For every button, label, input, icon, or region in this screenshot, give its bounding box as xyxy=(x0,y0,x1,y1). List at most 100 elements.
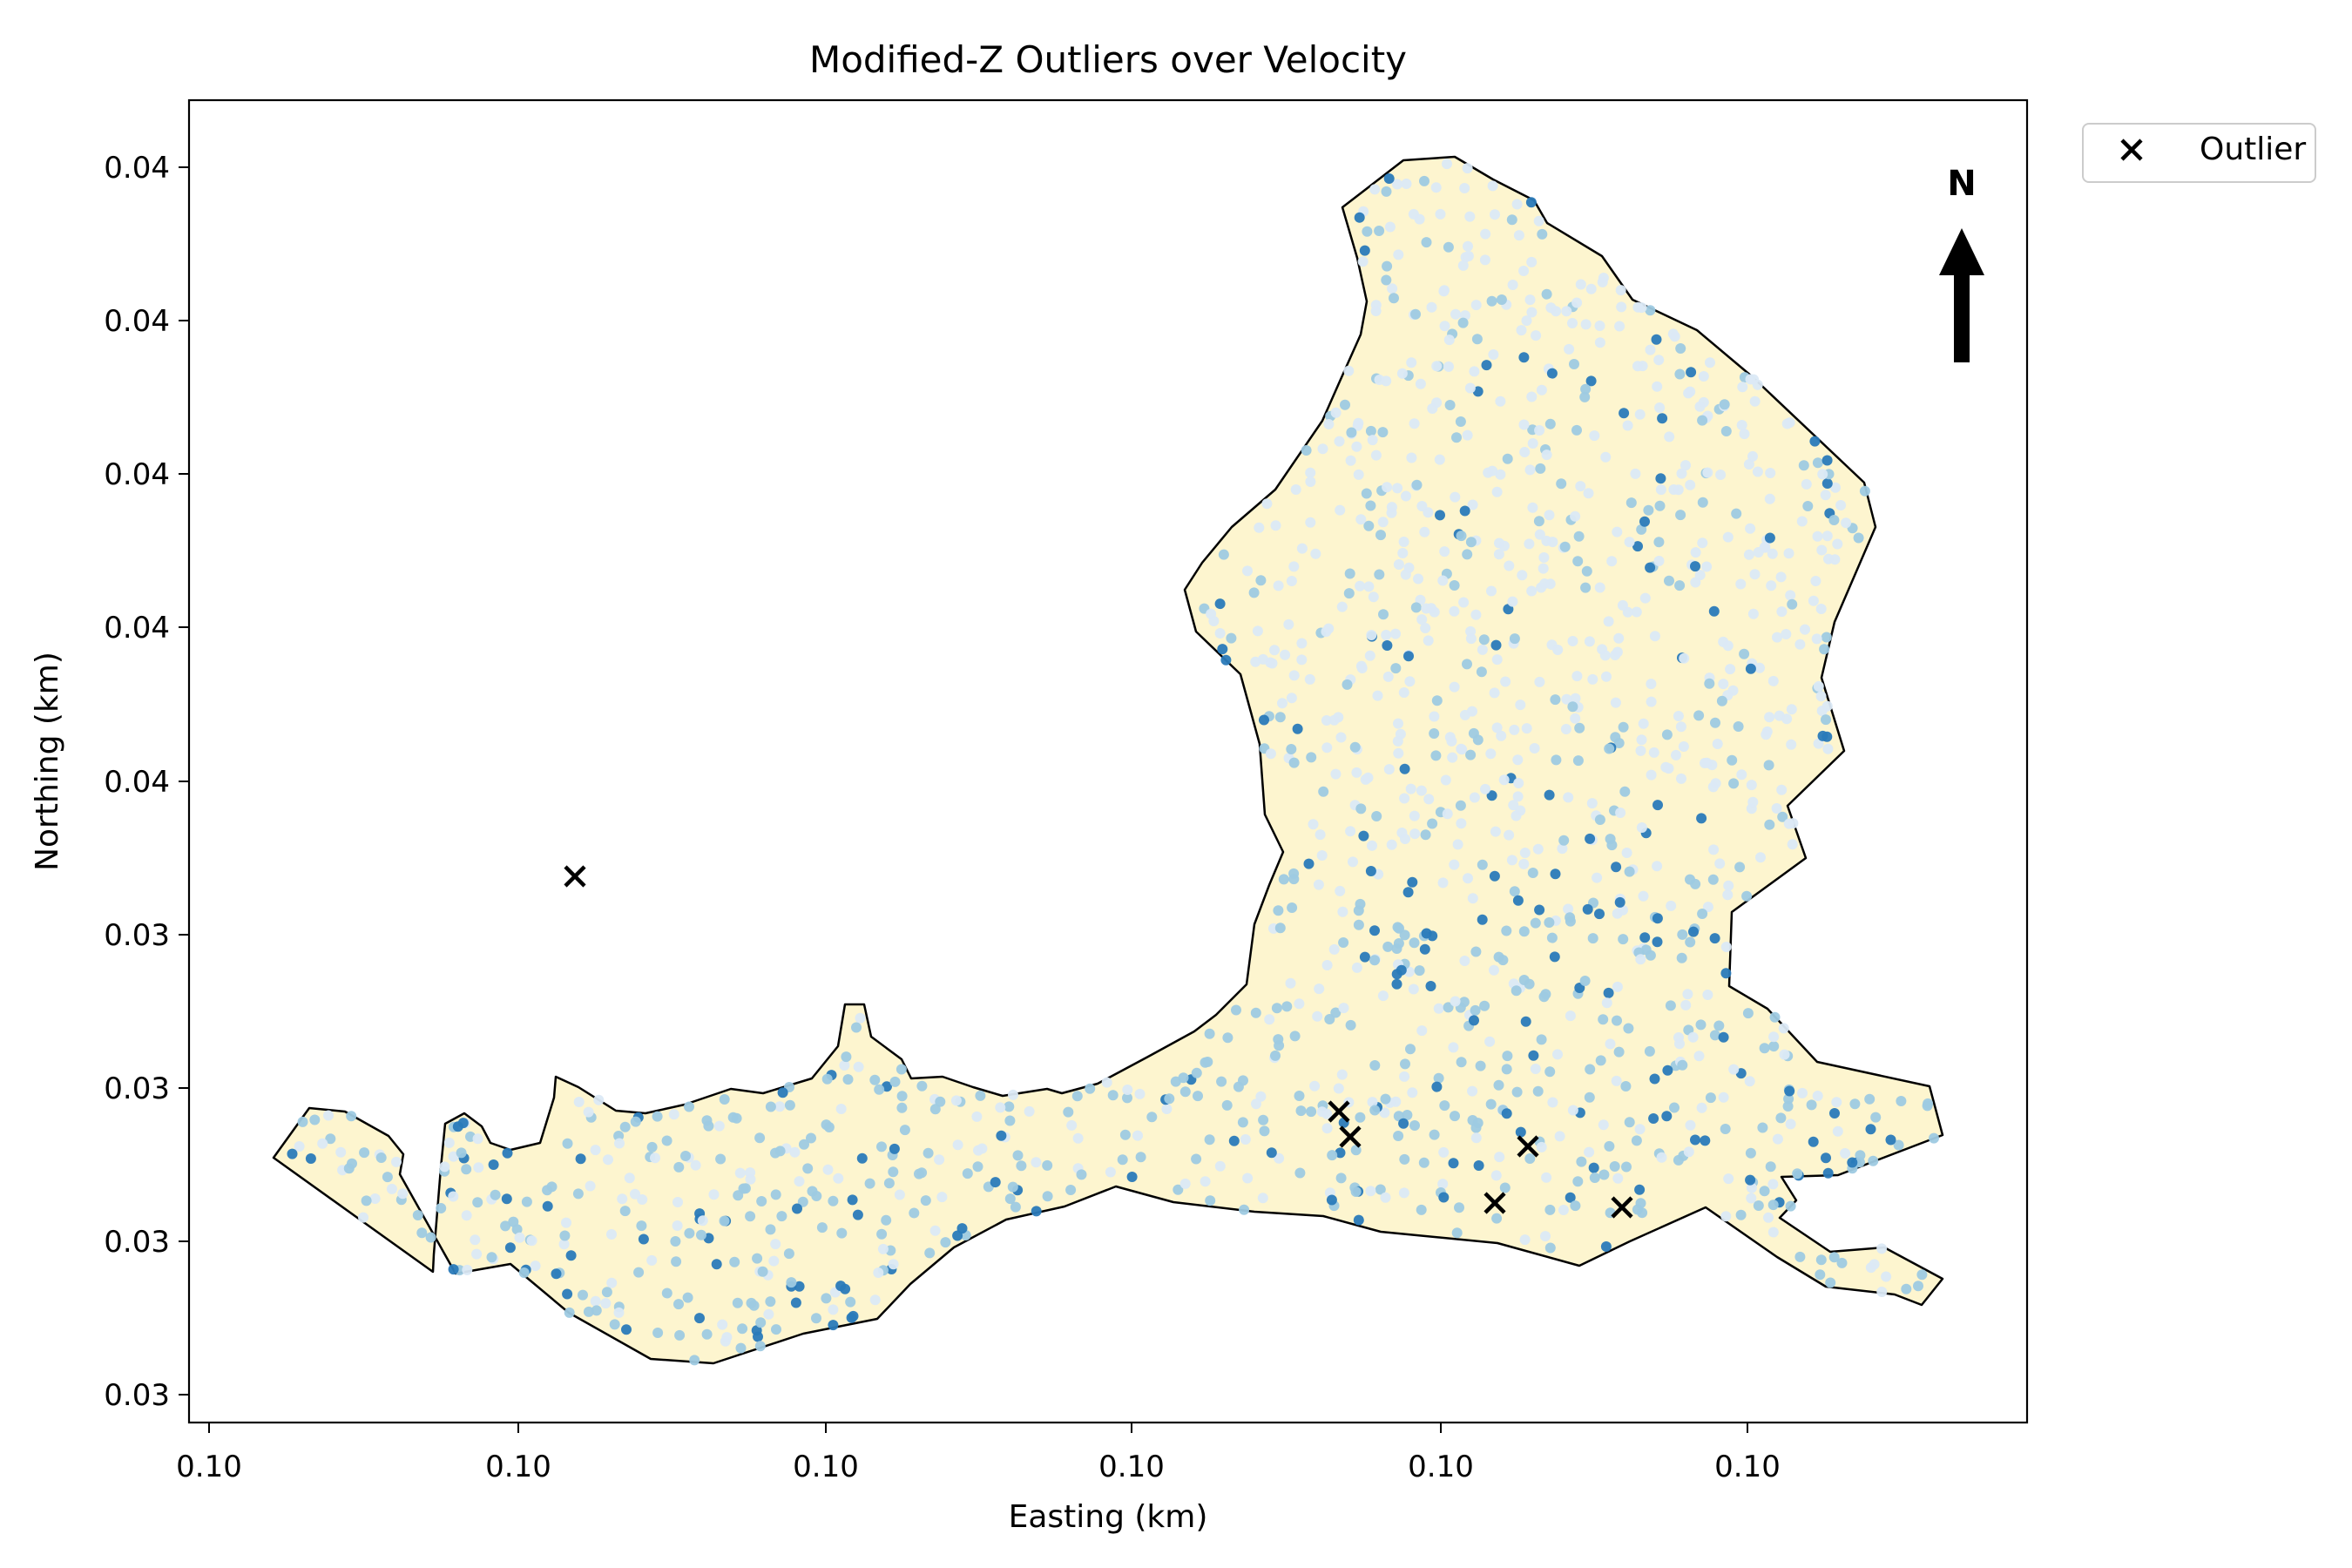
velocity-point xyxy=(1676,952,1687,963)
x-tick-label: 0.10 xyxy=(485,1450,551,1484)
velocity-point xyxy=(359,1147,370,1159)
velocity-point xyxy=(1733,721,1744,732)
velocity-point xyxy=(1454,1202,1464,1213)
velocity-point xyxy=(733,1190,744,1201)
x-tick-label: 0.10 xyxy=(176,1450,242,1484)
velocity-point xyxy=(680,1151,691,1161)
velocity-point xyxy=(673,1299,684,1310)
velocity-point xyxy=(1318,786,1329,797)
velocity-point xyxy=(1613,738,1625,748)
velocity-point xyxy=(1381,274,1392,286)
velocity-point xyxy=(794,1176,805,1187)
velocity-point xyxy=(1701,757,1713,768)
velocity-point xyxy=(774,1101,786,1112)
velocity-point xyxy=(1527,438,1538,449)
velocity-point xyxy=(1865,1124,1876,1135)
velocity-point xyxy=(1624,537,1635,548)
velocity-point xyxy=(1381,630,1392,640)
velocity-point xyxy=(1705,1092,1716,1104)
velocity-point xyxy=(1690,561,1700,572)
velocity-point xyxy=(1377,990,1389,1002)
velocity-point xyxy=(1443,361,1454,372)
velocity-point xyxy=(1403,651,1414,662)
velocity-point xyxy=(1330,407,1342,418)
velocity-point xyxy=(719,1215,730,1227)
velocity-point xyxy=(1775,571,1787,583)
velocity-point xyxy=(916,1080,928,1092)
velocity-point xyxy=(1588,1162,1599,1173)
velocity-point xyxy=(1585,283,1597,294)
velocity-point xyxy=(1415,378,1426,389)
velocity-point xyxy=(1250,1007,1261,1018)
velocity-point xyxy=(757,1266,768,1277)
velocity-point xyxy=(1755,852,1766,863)
velocity-point xyxy=(619,1206,631,1217)
velocity-point xyxy=(1382,260,1393,272)
velocity-point xyxy=(1550,694,1561,706)
velocity-point xyxy=(1305,476,1316,487)
velocity-point xyxy=(1335,1147,1346,1159)
velocity-point xyxy=(1470,1122,1482,1133)
velocity-point xyxy=(1575,279,1586,290)
velocity-point xyxy=(470,1234,481,1246)
velocity-point xyxy=(1686,367,1697,378)
velocity-point xyxy=(1191,1067,1202,1078)
velocity-point xyxy=(896,1102,908,1113)
velocity-point xyxy=(1416,1025,1428,1037)
velocity-point xyxy=(490,1189,501,1200)
velocity-point xyxy=(448,1191,459,1202)
velocity-point xyxy=(1330,768,1342,780)
velocity-point xyxy=(1368,591,1379,603)
velocity-point xyxy=(1323,419,1335,429)
velocity-point xyxy=(1370,306,1382,316)
velocity-point xyxy=(1515,700,1526,711)
velocity-point xyxy=(1450,491,1461,503)
velocity-point xyxy=(1538,552,1550,563)
velocity-point xyxy=(1603,987,1614,998)
velocity-point xyxy=(518,1267,530,1278)
velocity-point xyxy=(797,1196,808,1207)
velocity-point xyxy=(1288,757,1300,768)
velocity-point xyxy=(1639,932,1651,943)
velocity-point xyxy=(1563,903,1574,915)
velocity-point xyxy=(909,1207,920,1219)
velocity-point xyxy=(559,1230,571,1241)
velocity-point xyxy=(650,1152,660,1164)
velocity-point xyxy=(1764,532,1775,544)
velocity-point xyxy=(585,1180,596,1192)
velocity-point xyxy=(1716,695,1727,706)
velocity-point xyxy=(1447,752,1458,763)
velocity-point xyxy=(1375,530,1386,541)
north-arrow-label: N xyxy=(1947,164,1976,204)
velocity-point xyxy=(1675,510,1686,521)
velocity-point xyxy=(1429,728,1440,739)
velocity-point xyxy=(508,1216,519,1227)
velocity-point xyxy=(1238,1075,1248,1086)
velocity-point xyxy=(1261,498,1273,510)
velocity-point xyxy=(1772,1133,1783,1145)
velocity-point xyxy=(1214,598,1226,610)
north-arrow-icon xyxy=(1939,228,1984,362)
velocity-point xyxy=(1643,504,1654,516)
velocity-point xyxy=(1024,1105,1035,1117)
velocity-point xyxy=(1821,731,1833,742)
velocity-point xyxy=(1269,645,1280,656)
velocity-point xyxy=(1451,432,1462,443)
velocity-point xyxy=(1434,454,1445,465)
velocity-point xyxy=(1741,890,1753,902)
velocity-point xyxy=(1720,1211,1732,1222)
velocity-point xyxy=(1812,457,1823,469)
velocity-point xyxy=(1222,1032,1233,1044)
velocity-point xyxy=(1416,785,1427,796)
velocity-point xyxy=(1652,936,1663,948)
velocity-point xyxy=(1477,859,1488,870)
velocity-point xyxy=(1630,468,1641,479)
velocity-point xyxy=(1728,1064,1740,1075)
velocity-point xyxy=(1444,400,1456,410)
velocity-point xyxy=(1421,928,1432,939)
velocity-point xyxy=(1580,383,1592,395)
velocity-point xyxy=(1617,599,1628,611)
velocity-point xyxy=(1321,960,1333,970)
velocity-point xyxy=(1369,184,1381,195)
velocity-point xyxy=(1812,531,1823,542)
